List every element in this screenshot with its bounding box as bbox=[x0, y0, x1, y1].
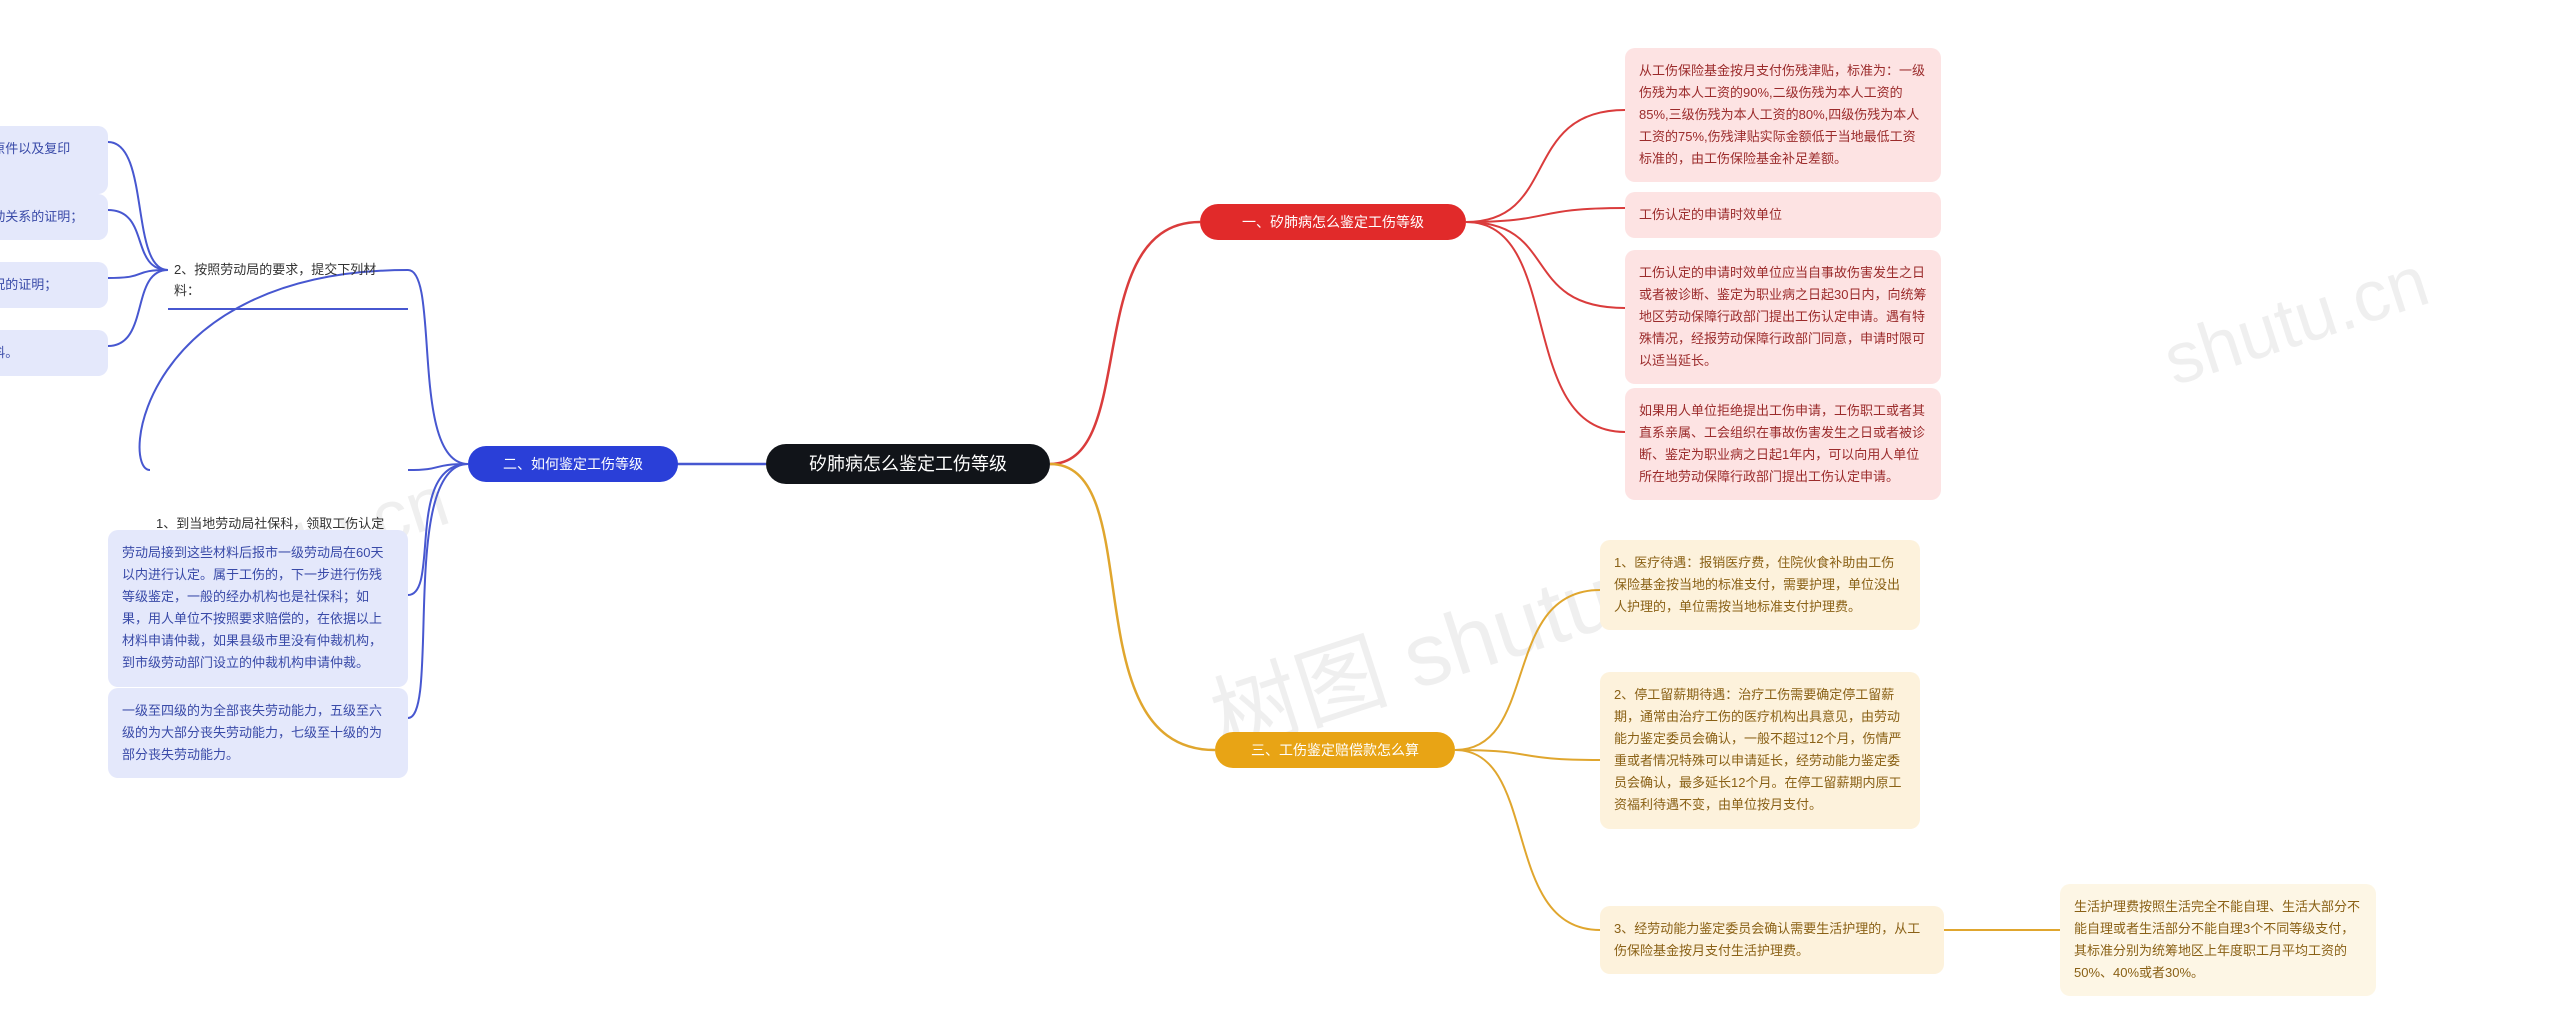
watermark-right: shutu.cn bbox=[2154, 240, 2438, 402]
root-node: 矽肺病怎么鉴定工伤等级 bbox=[766, 444, 1050, 484]
branch2-card-3: 劳动局接到这些材料后报市一级劳动局在60天以内进行认定。属于工伤的，下一步进行伤… bbox=[108, 530, 408, 687]
branch1-node: 一、矽肺病怎么鉴定工伤等级 bbox=[1200, 204, 1466, 240]
branch2-mat-2: （2）双方存在劳动关系的证明； bbox=[0, 194, 108, 240]
branch1-card-1: 从工伤保险基金按月支付伤残津贴，标准为：一级伤残为本人工资的90%,二级伤残为本… bbox=[1625, 48, 1941, 182]
branch3-card-1: 1、医疗待遇：报销医疗费，住院伙食补助由工伤保险基金按当地的标准支付，需要护理，… bbox=[1600, 540, 1920, 630]
branch2-mat-3: （3）事故发生情况的证明； bbox=[0, 262, 108, 308]
branch3-sub-card: 生活护理费按照生活完全不能自理、生活大部分不能自理或者生活部分不能自理3个不同等… bbox=[2060, 884, 2376, 996]
branch3-node: 三、工伤鉴定赔偿款怎么算 bbox=[1215, 732, 1455, 768]
branch3-card-2: 2、停工留薪期待遇：治疗工伤需要确定停工留薪期，通常由治疗工伤的医疗机构出具意见… bbox=[1600, 672, 1920, 829]
branch2-mat-1: （1）本人身份证原件以及复印件； bbox=[0, 126, 108, 194]
branch2-mat-4: （4）医疗病历材料。 bbox=[0, 330, 108, 376]
branch1-card-4: 如果用人单位拒绝提出工伤申请，工伤职工或者其直系亲属、工会组织在事故伤害发生之日… bbox=[1625, 388, 1941, 500]
branch1-card-2: 工伤认定的申请时效单位 bbox=[1625, 192, 1941, 238]
branch2-child-materials: 2、按照劳动局的要求，提交下列材料： bbox=[168, 256, 408, 310]
branch3-card-3: 3、经劳动能力鉴定委员会确认需要生活护理的，从工伤保险基金按月支付生活护理费。 bbox=[1600, 906, 1944, 974]
branch2-node: 二、如何鉴定工伤等级 bbox=[468, 446, 678, 482]
branch2-card-4: 一级至四级的为全部丧失劳动能力，五级至六级的为大部分丧失劳动能力，七级至十级的为… bbox=[108, 688, 408, 778]
branch1-card-3: 工伤认定的申请时效单位应当自事故伤害发生之日或者被诊断、鉴定为职业病之日起30日… bbox=[1625, 250, 1941, 384]
connectors-svg bbox=[0, 0, 2560, 1009]
